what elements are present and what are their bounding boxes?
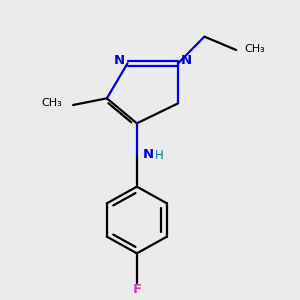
Text: N: N xyxy=(142,148,154,161)
Text: N: N xyxy=(181,54,192,67)
Text: F: F xyxy=(132,283,141,296)
Text: N: N xyxy=(114,54,125,67)
Text: CH₃: CH₃ xyxy=(42,98,63,108)
Text: CH₃: CH₃ xyxy=(244,44,265,54)
Text: H: H xyxy=(155,149,164,162)
